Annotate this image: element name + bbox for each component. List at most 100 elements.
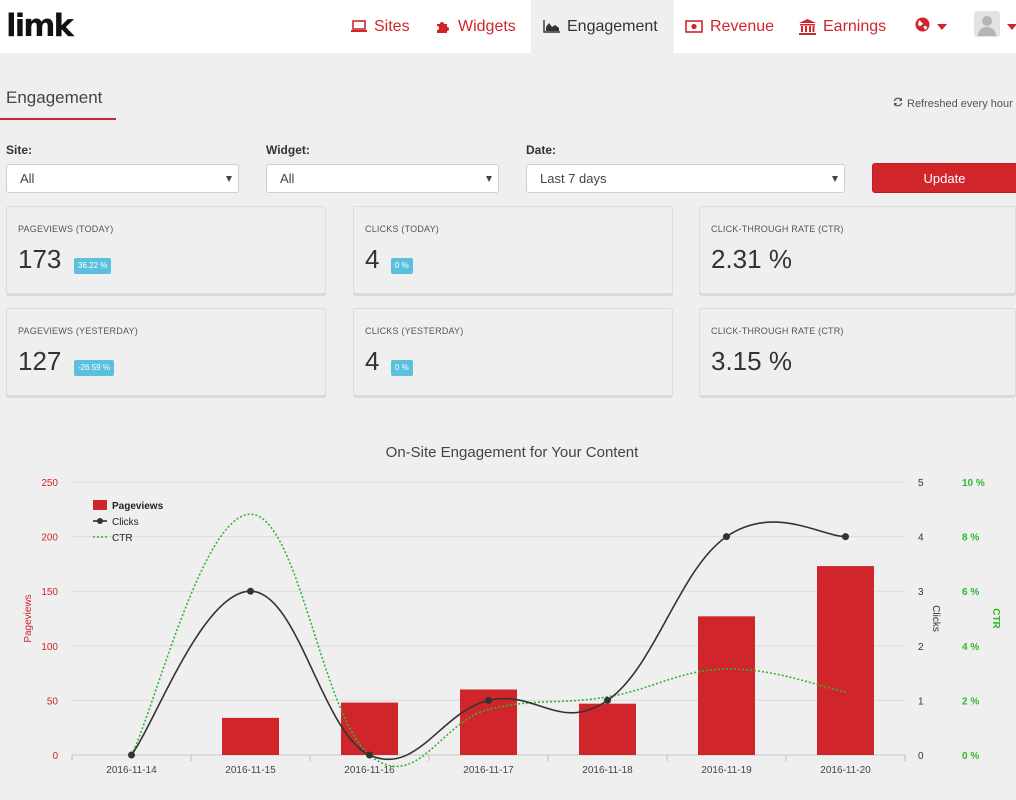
- legend-swatch-pageviews: [93, 500, 107, 510]
- card-ctr-today: CLICK-THROUGH RATE (CTR) 2.31 %: [699, 206, 1016, 294]
- site-select[interactable]: All: [6, 164, 239, 193]
- x-tick-label: 2016-11-17: [463, 765, 514, 776]
- legend-label: Pageviews: [112, 501, 164, 512]
- bar-pageviews: [579, 703, 636, 755]
- monitor-icon: [351, 20, 367, 33]
- card-value: 3.15 %: [711, 346, 792, 376]
- globe-icon: [915, 17, 930, 37]
- bar-pageviews: [817, 566, 874, 755]
- x-tick-label: 2016-11-16: [344, 765, 395, 776]
- site-filter-label: Site:: [6, 143, 33, 157]
- change-badge: 0 %: [391, 360, 413, 376]
- user-menu[interactable]: [965, 0, 1016, 53]
- widget-select[interactable]: All: [266, 164, 499, 193]
- point-clicks: [842, 533, 849, 541]
- y-right-tick-label: 5: [918, 478, 924, 489]
- date-select[interactable]: Last 7 days: [526, 164, 845, 193]
- point-clicks: [128, 751, 135, 759]
- logo[interactable]: limk: [6, 8, 74, 44]
- y-right-tick-label: 3: [918, 587, 924, 598]
- card-value: 4: [365, 244, 380, 274]
- card-ctr-yesterday: CLICK-THROUGH RATE (CTR) 3.15 %: [699, 308, 1016, 396]
- title-underline: [0, 118, 116, 120]
- change-badge: -26.59 %: [74, 360, 115, 376]
- point-clicks: [604, 696, 611, 704]
- legend-label: CTR: [112, 533, 133, 544]
- nav-sites[interactable]: Sites: [340, 0, 422, 53]
- card-label: CLICK-THROUGH RATE (CTR): [711, 326, 844, 336]
- money-icon: [685, 20, 703, 33]
- point-clicks: [485, 696, 492, 704]
- x-tick-label: 2016-11-15: [225, 765, 276, 776]
- x-tick-label: 2016-11-18: [582, 765, 633, 776]
- card-label: CLICK-THROUGH RATE (CTR): [711, 224, 844, 234]
- card-value: 127: [18, 346, 62, 376]
- page-title: Engagement: [6, 88, 103, 107]
- y-right-tick-label: 1: [918, 696, 924, 707]
- widget-select-value: All: [280, 171, 295, 186]
- nav-widgets[interactable]: Widgets: [425, 0, 529, 53]
- nav-engagement[interactable]: Engagement: [531, 0, 674, 53]
- nav-earnings-label: Earnings: [823, 17, 887, 35]
- chevron-down-icon: [937, 23, 947, 30]
- language-dropdown[interactable]: [905, 0, 965, 53]
- card-value: 173: [18, 244, 62, 274]
- change-badge: 36.22 %: [74, 258, 112, 274]
- nav-widgets-label: Widgets: [458, 17, 516, 35]
- point-clicks: [366, 751, 373, 759]
- y-right2-axis-label: CTR: [990, 608, 1001, 629]
- y-right-tick-label: 0: [918, 751, 924, 762]
- nav-revenue[interactable]: Revenue: [675, 0, 785, 53]
- refresh-icon: [893, 97, 907, 110]
- chevron-down-icon: [1007, 23, 1016, 30]
- card-pageviews-today: PAGEVIEWS (TODAY) 173 36.22 %: [6, 206, 326, 294]
- y-right2-tick-label: 2 %: [962, 696, 979, 707]
- card-value: 4: [365, 346, 380, 376]
- point-clicks: [723, 533, 730, 541]
- bar-pageviews: [698, 616, 755, 755]
- y-tick-label: 100: [41, 642, 58, 653]
- y-right2-tick-label: 0 %: [962, 751, 979, 762]
- card-label: CLICKS (YESTERDAY): [365, 326, 464, 336]
- y-right2-tick-label: 4 %: [962, 642, 979, 653]
- nav-sites-label: Sites: [374, 17, 410, 35]
- y-right2-tick-label: 10 %: [962, 478, 985, 489]
- card-label: PAGEVIEWS (TODAY): [18, 224, 114, 234]
- y-tick-label: 50: [47, 696, 59, 707]
- update-button[interactable]: Update: [872, 163, 1016, 193]
- nav-engagement-label: Engagement: [567, 17, 658, 35]
- y-right-tick-label: 2: [918, 642, 924, 653]
- y-right2-tick-label: 6 %: [962, 587, 979, 598]
- line-clicks: [130, 521, 846, 761]
- chart-title: On-Site Engagement for Your Content: [386, 444, 639, 461]
- area-chart-icon: [543, 20, 560, 33]
- date-filter-label: Date:: [526, 143, 557, 157]
- legend-marker-clicks: [97, 518, 103, 524]
- card-clicks-today: CLICKS (TODAY) 4 0 %: [353, 206, 673, 294]
- caret-down-icon: [486, 176, 492, 182]
- legend-label: Clicks: [112, 517, 139, 528]
- y-tick-label: 0: [52, 751, 58, 762]
- x-tick-label: 2016-11-20: [820, 765, 871, 776]
- nav-earnings[interactable]: Earnings: [788, 0, 903, 53]
- y-right-axis-label: Clicks: [930, 605, 941, 632]
- change-badge: 0 %: [391, 258, 413, 274]
- y-tick-label: 150: [41, 587, 58, 598]
- card-pageviews-yesterday: PAGEVIEWS (YESTERDAY) 127 -26.59 %: [6, 308, 326, 396]
- y-right2-tick-label: 8 %: [962, 533, 979, 544]
- avatar: [974, 11, 1000, 42]
- y-right-tick-label: 4: [918, 533, 924, 544]
- site-select-value: All: [20, 171, 35, 186]
- x-tick-label: 2016-11-19: [701, 765, 752, 776]
- widget-filter-label: Widget:: [266, 143, 310, 157]
- y-tick-label: 200: [41, 533, 58, 544]
- bank-icon: [799, 18, 816, 35]
- puzzle-icon: [436, 19, 451, 34]
- caret-down-icon: [226, 176, 232, 182]
- point-clicks: [247, 587, 254, 595]
- engagement-chart: On-Site Engagement for Your Content 0 0 0 %…: [23, 444, 1001, 776]
- card-value: 2.31 %: [711, 244, 792, 274]
- caret-down-icon: [832, 176, 838, 182]
- x-tick-label: 2016-11-14: [106, 765, 157, 776]
- line-ctr: [130, 513, 846, 768]
